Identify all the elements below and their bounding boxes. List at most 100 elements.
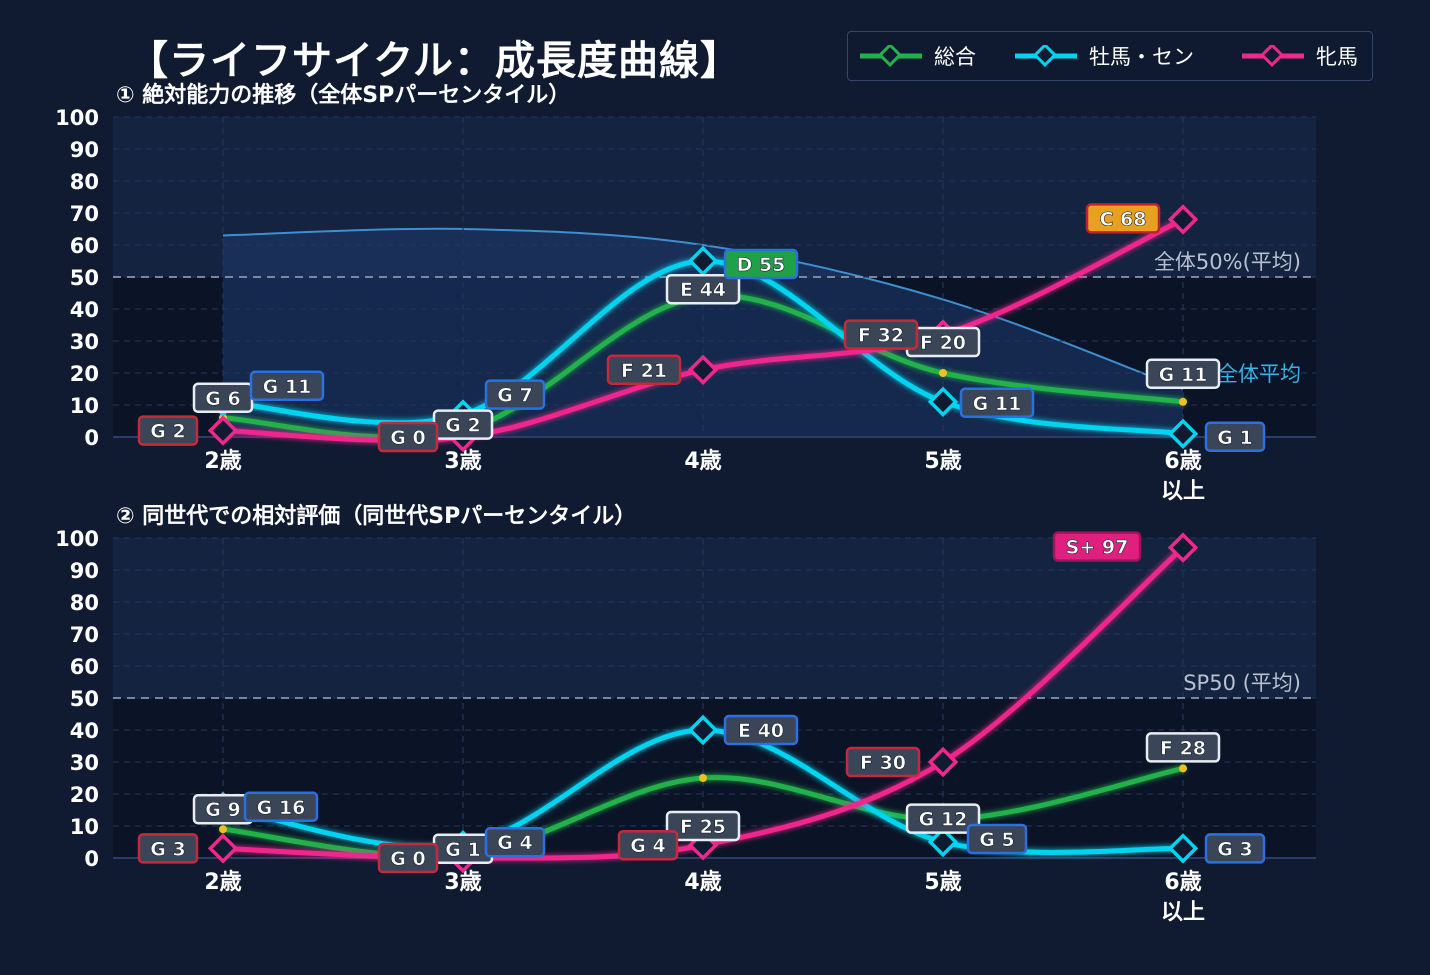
data-label-text: G 0 — [390, 427, 425, 449]
data-label: F 21 — [606, 354, 682, 386]
data-label-text: G 1 — [445, 839, 480, 861]
data-label-text: F 30 — [860, 752, 906, 774]
x-tick-label: 以上 — [1161, 479, 1205, 504]
data-point — [1167, 532, 1199, 563]
data-label-text: E 44 — [680, 279, 726, 301]
data-label-text: G 7 — [497, 385, 532, 407]
chart-subtitle: ① 絶対能力の推移（全体SPパーセンタイル） — [116, 82, 570, 108]
data-label: G 3 — [1204, 833, 1266, 864]
data-label: F 32 — [843, 319, 919, 350]
data-label-text: G 3 — [150, 838, 185, 860]
y-tick-label: 40 — [70, 298, 99, 322]
average-curve — [222, 227, 1184, 390]
chart-2: SP50 (平均) 0 10 20 30 40 50 60 70 80 90 100 2歳 3歳 4歳 5歳 6… — [55, 503, 1316, 925]
y-tick-label: 30 — [70, 330, 99, 354]
data-label: F 30 — [845, 746, 921, 778]
data-label: G 5 — [966, 823, 1028, 855]
data-point — [207, 415, 239, 446]
legend-label-female: 牝馬 — [1316, 44, 1358, 69]
y-tick-label: 0 — [84, 847, 99, 871]
data-label-text: D 55 — [737, 254, 786, 276]
data-label: G 11 — [1145, 358, 1221, 390]
data-label: G 0 — [377, 842, 439, 874]
y-tick-label: 100 — [55, 527, 99, 551]
legend-label-male: 牡馬・セン — [1089, 44, 1194, 69]
data-label: C 68 — [1085, 203, 1161, 234]
data-label: E 40 — [723, 714, 799, 746]
y-tick-label: 50 — [70, 687, 99, 711]
data-point — [1167, 204, 1199, 235]
legend-item-male: 牡馬・セン — [1013, 32, 1194, 79]
data-label: G 12 — [905, 803, 981, 834]
reference-line-label: 全体50%(平均) — [1154, 250, 1301, 274]
data-label: G 0 — [377, 421, 439, 453]
y-tick-label: 60 — [70, 655, 99, 679]
data-label-text: G 16 — [257, 797, 306, 819]
data-label: F 25 — [665, 810, 741, 842]
data-point — [207, 833, 239, 864]
data-point — [1167, 833, 1199, 864]
y-tick-label: 80 — [70, 591, 99, 615]
y-tick-label: 10 — [70, 394, 99, 418]
data-label-text: G 11 — [1159, 364, 1208, 386]
data-label: G 3 — [137, 833, 199, 864]
data-label-text: G 3 — [1217, 838, 1252, 860]
data-point — [699, 774, 707, 782]
data-label-text: F 25 — [680, 816, 726, 838]
data-label: G 7 — [484, 379, 546, 410]
x-tick-label: 6歳 — [1164, 870, 1201, 895]
data-label: G 2 — [137, 415, 199, 446]
data-label-text: G 12 — [919, 809, 968, 831]
legend-marker-sogo — [860, 44, 922, 67]
data-label-text: F 32 — [858, 325, 904, 347]
y-tick-label: 80 — [70, 170, 99, 194]
data-label-text: G 9 — [205, 799, 240, 821]
data-label: G 2 — [432, 409, 494, 440]
y-tick-label: 40 — [70, 719, 99, 743]
legend: 総合 牡馬・セン 牝馬 — [847, 31, 1373, 81]
data-point — [1167, 418, 1199, 450]
data-label-text: G 4 — [630, 835, 665, 857]
x-tick-label: 5歳 — [924, 449, 961, 474]
data-label-text: G 2 — [445, 415, 480, 437]
legend-marker-female — [1242, 44, 1304, 67]
data-label: G 4 — [484, 826, 546, 858]
data-label: G 4 — [617, 829, 679, 861]
y-tick-label: 30 — [70, 751, 99, 775]
data-label-text: F 21 — [621, 360, 667, 382]
x-tick-label: 5歳 — [924, 870, 961, 895]
data-point — [939, 369, 947, 377]
y-tick-label: 0 — [84, 426, 99, 450]
data-point — [687, 354, 719, 386]
y-tick-label: 20 — [70, 362, 99, 386]
legend-item-sogo: 総合 — [858, 32, 976, 79]
data-label-text: G 11 — [263, 376, 312, 398]
x-tick-label: 2歳 — [204, 870, 241, 895]
data-label: G 9 — [192, 793, 254, 825]
data-point — [687, 714, 719, 746]
reference-line-label: SP50 (平均) — [1183, 671, 1301, 695]
x-tick-label: 以上 — [1161, 900, 1205, 925]
data-label: F 20 — [905, 326, 981, 358]
data-label: E 44 — [665, 273, 741, 305]
data-label-text: G 4 — [497, 832, 532, 854]
page-title: 【ライフサイクル：成長度曲線】 — [128, 38, 741, 84]
data-label-text: G 2 — [150, 421, 185, 443]
data-label-text: G 0 — [390, 848, 425, 870]
x-tick-label: 4歳 — [684, 449, 721, 474]
y-tick-label: 90 — [70, 138, 99, 162]
chart-subtitle: ② 同世代での相対評価（同世代SPパーセンタイル） — [116, 503, 636, 529]
y-tick-label: 20 — [70, 783, 99, 807]
x-tick-label: 6歳 — [1164, 449, 1201, 474]
y-tick-label: 90 — [70, 559, 99, 583]
y-tick-label: 60 — [70, 234, 99, 258]
x-tick-label: 4歳 — [684, 870, 721, 895]
y-tick-label: 50 — [70, 266, 99, 290]
data-label-text: F 20 — [920, 332, 966, 354]
data-label-text: G 1 — [1217, 427, 1252, 449]
data-label: G 16 — [243, 791, 319, 823]
data-label-text: G 5 — [979, 829, 1014, 851]
y-tick-label: 100 — [55, 106, 99, 130]
